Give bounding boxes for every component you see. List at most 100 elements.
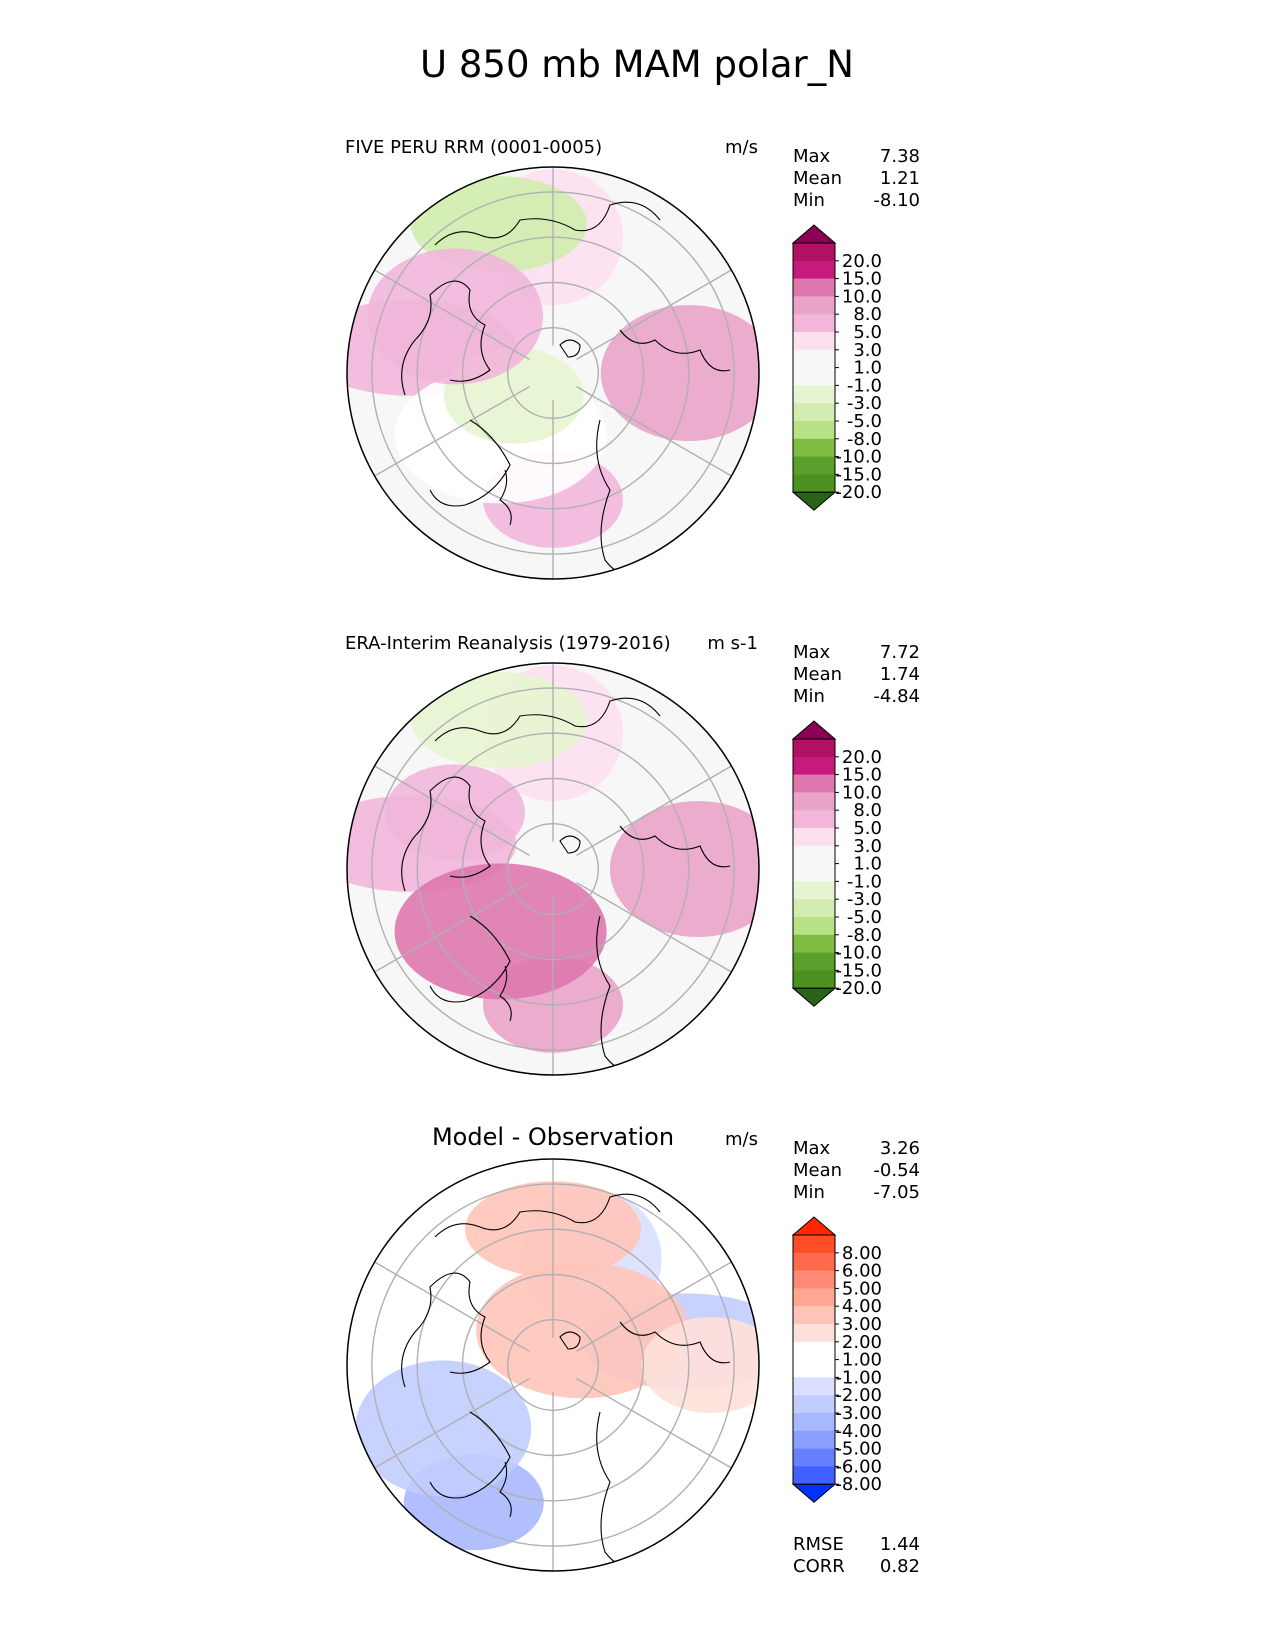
stat-label-min: Min (793, 686, 825, 707)
stats-block: Max 7.72 Mean 1.74 Min -4.84 (793, 642, 920, 707)
map (346, 166, 760, 580)
colorbar-segment (793, 881, 835, 900)
colorbar-segment (793, 1324, 835, 1343)
coastline (559, 835, 581, 854)
colorbar-segment (793, 1413, 835, 1432)
colorbar-tick-label: -1.0 (847, 871, 882, 892)
colorbar-extend-top (791, 224, 837, 244)
map-frame (346, 1158, 760, 1572)
colorbar-tick-label: 3.00 (842, 1314, 882, 1335)
stat-label-mean: Mean (793, 168, 842, 189)
colorbar-tick-label: 6.00 (842, 1261, 882, 1282)
colorbar-tick-label: 1.00 (842, 1350, 882, 1371)
meridian-gridline (372, 1377, 530, 1470)
coastline (401, 776, 491, 892)
colorbar-segment (793, 1252, 835, 1272)
field-region (641, 1317, 759, 1413)
colorbar-segment (793, 403, 835, 422)
figure-title: U 850 mb MAM polar_N (420, 43, 854, 86)
panel-title: FIVE PERU RRM (0001-0005) (345, 137, 602, 158)
colorbar-extend-bottom (791, 1483, 837, 1503)
colorbar-segment (793, 1377, 835, 1396)
meridian-gridline (576, 1377, 734, 1470)
coastline (429, 1411, 511, 1499)
panel-title: ERA-Interim Reanalysis (1979-2016) (345, 633, 671, 654)
panel-model: FIVE PERU RRM (0001-0005) m/s Max 7.38 M… (345, 137, 920, 580)
colorbar-segment (793, 845, 835, 865)
coastline (619, 825, 731, 868)
colorbar: 8.006.005.004.003.002.001.00-1.00-2.00-3… (791, 1216, 882, 1503)
colorbar-tick-label: -3.0 (847, 393, 882, 414)
colorbar-segment (793, 899, 835, 918)
colorbar: 20.015.010.08.05.03.01.0-1.0-3.0-5.0-8.0… (791, 224, 882, 511)
coastline (559, 339, 581, 358)
colorbar-segment (793, 952, 835, 971)
colorbar-tick-label: 15.0 (842, 765, 882, 786)
panel-difference: Model - Observation m/s Max 3.26 Mean -0… (346, 1123, 920, 1577)
colorbar-segment (793, 1359, 835, 1378)
colorbar-segment (793, 1448, 835, 1467)
colorbar-segment (793, 934, 835, 954)
colorbar-tick-label: 3.0 (853, 340, 882, 361)
colorbar-segment (793, 917, 835, 936)
stat-label-max: Max (793, 146, 831, 167)
field-region (609, 801, 759, 937)
colorbar-tick-label: 10.0 (842, 782, 882, 803)
colorbar-tick-label: 10.0 (842, 286, 882, 307)
colorbar-segment (793, 332, 835, 351)
colorbar-segment (793, 243, 835, 262)
colorbar-tick-label: -2.00 (835, 1385, 882, 1406)
colorbar-segment (793, 296, 835, 315)
colorbar-tick-label: 1.0 (853, 854, 882, 875)
field-region (394, 863, 607, 1000)
colorbar-tick-label: 2.00 (842, 1332, 882, 1353)
colorbar-extend-top (791, 1216, 837, 1236)
colorbar-segment (793, 1341, 835, 1361)
coastline (499, 965, 512, 1022)
colorbar-segment (793, 1270, 835, 1289)
stat-value-min: -8.10 (873, 190, 920, 211)
colorbar-tick-label: -20.0 (835, 482, 882, 503)
meridian-gridline (576, 764, 734, 857)
colorbar-segment (793, 367, 835, 386)
colorbar-tick-label: -15.0 (835, 464, 882, 485)
map-frame (346, 662, 760, 1076)
stat-label-corr: CORR (793, 1556, 845, 1577)
stat-label-max: Max (793, 642, 831, 663)
colorbar-segment (793, 1430, 835, 1450)
colorbar-segment (793, 739, 835, 758)
meridian-gridline (372, 1260, 530, 1353)
colorbar-segment (793, 970, 835, 989)
stat-value-max: 3.26 (880, 1138, 920, 1159)
colorbar-segment (793, 828, 835, 847)
colorbar-extend-bottom (791, 491, 837, 511)
coastline (499, 469, 512, 526)
colorbar-tick-label: -10.0 (835, 447, 882, 468)
meridian-gridline (576, 1260, 734, 1353)
colorbar-tick-label: -1.0 (847, 375, 882, 396)
colorbar-tick-label: 4.00 (842, 1296, 882, 1317)
colorbar-tick-label: -8.00 (835, 1474, 882, 1495)
stat-value-min: -4.84 (873, 686, 920, 707)
colorbar-segment (793, 1306, 835, 1325)
stat-label-min: Min (793, 190, 825, 211)
colorbar-segment (793, 756, 835, 776)
colorbar-tick-label: -10.0 (835, 943, 882, 964)
colorbar-tick-label: -20.0 (835, 978, 882, 999)
stat-label-rmse: RMSE (793, 1534, 844, 1555)
coastline (619, 1321, 731, 1364)
colorbar-tick-label: -4.00 (835, 1421, 882, 1442)
colorbar-segment (793, 314, 835, 333)
stat-value-mean: -0.54 (873, 1160, 920, 1181)
panel-units: m/s (725, 137, 758, 158)
colorbar-tick-label: 5.00 (842, 1278, 882, 1299)
stat-value-mean: 1.74 (880, 664, 920, 685)
colorbar-segment (793, 278, 835, 297)
colorbar-tick-label: -15.0 (835, 960, 882, 981)
colorbar-tick-label: -5.0 (847, 411, 882, 432)
colorbar-tick-label: 8.0 (853, 304, 882, 325)
colorbar-tick-label: -6.00 (835, 1456, 882, 1477)
stat-label-max: Max (793, 1138, 831, 1159)
meridian-gridline (372, 764, 530, 857)
